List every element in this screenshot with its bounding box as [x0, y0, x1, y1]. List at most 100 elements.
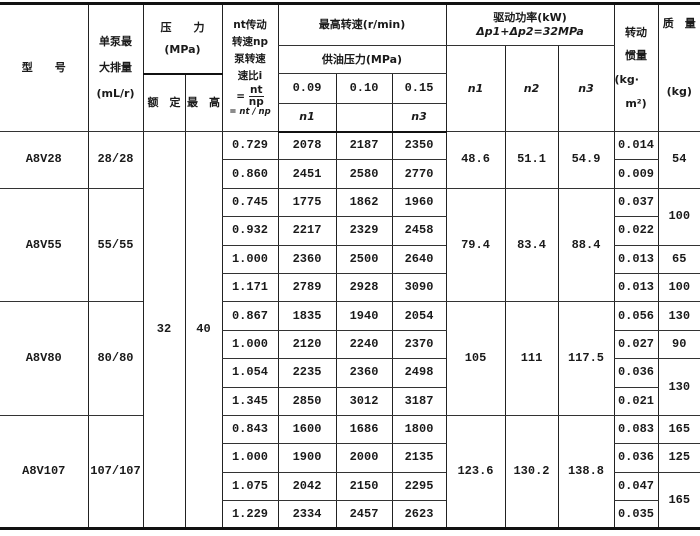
max-speed-0-10: 2500: [335, 245, 392, 274]
power-n3: 88.4: [557, 188, 614, 303]
power-n3: 54.9: [557, 131, 614, 189]
speed-ratio: 0.867: [221, 301, 278, 331]
moment-of-inertia: 0.013: [613, 273, 658, 303]
power-n1: 105: [445, 301, 505, 416]
speed-ratio: 1.345: [221, 387, 278, 416]
model-name: A8V80: [0, 301, 88, 416]
header-ratio-formula: = nt np: [223, 85, 278, 108]
model-name: A8V28: [0, 131, 88, 189]
power-n1: 123.6: [445, 415, 505, 530]
mass: 54: [657, 131, 700, 189]
table-row: 1.000 2360 2500 2640 0.013 65: [0, 245, 700, 274]
table-row: A8V55 55/55 0.745 1775 1862 1960 79.4 83.4 88.4 0…: [0, 188, 700, 303]
max-speed-0-15: 2054: [391, 301, 446, 331]
speed-ratio: 0.843: [221, 415, 278, 445]
max-speed-0-10: 1862: [335, 188, 392, 218]
speed-ratio: 1.000: [221, 443, 278, 473]
table-row: 1.229 2334 2457 2623 0.035: [0, 500, 700, 530]
speed-ratio: 1.054: [221, 358, 278, 388]
table-row: 1.171 2789 2928 3090 0.013 100: [0, 273, 700, 303]
header-power-n3: n3: [557, 45, 614, 132]
header-pressure-max: 最 高: [184, 73, 222, 132]
header-mass-unit: (kg): [666, 84, 692, 98]
moment-of-inertia: 0.027: [613, 330, 658, 360]
header-inertia-line4: m²): [625, 96, 647, 110]
header-ratio-line2: 转速np: [232, 35, 268, 48]
header-displacement-unit: (mL/r): [96, 86, 135, 100]
header-displacement-line1: 单泵最: [99, 35, 132, 49]
header-ratio-line1: nt传动: [233, 18, 267, 31]
moment-of-inertia: 0.037: [613, 188, 658, 218]
speed-ratio: 0.860: [221, 159, 278, 189]
max-pressure: 40: [184, 131, 222, 530]
speed-ratio: 1.229: [221, 500, 278, 530]
moment-of-inertia: 0.013: [613, 245, 658, 274]
max-speed-0-09: 2850: [277, 387, 336, 416]
max-speed-0-10: 1940: [335, 301, 392, 331]
table-header: 型 号 单泵最 大排量 (mL/r) 压 力 (MPa) nt传动 转速np 泵…: [0, 3, 700, 133]
mass: 165: [657, 472, 700, 530]
speed-ratio: 0.729: [221, 131, 278, 161]
header-mass-label: 质 量: [662, 17, 696, 30]
max-speed-0-09: 2789: [277, 273, 336, 303]
header-pressure-rated: 额 定: [142, 73, 185, 132]
header-pressure: 压 力 (MPa): [142, 3, 222, 75]
power-n2: 111: [504, 301, 558, 416]
max-speed-0-15: 2458: [391, 216, 446, 246]
header-model: 型 号: [0, 3, 88, 132]
max-speed-0-09: 1600: [277, 415, 336, 445]
mass: 125: [657, 443, 700, 473]
mass: 165: [657, 415, 700, 445]
moment-of-inertia: 0.021: [613, 387, 658, 416]
header-supply-pressure: 供油压力(MPa): [277, 45, 446, 74]
header-inertia: 转动 惯量 (kg· m²): [613, 3, 658, 132]
displacement: 107/107: [87, 415, 143, 530]
max-speed-0-09: 2217: [277, 216, 336, 246]
power-n1: 79.4: [445, 188, 505, 303]
speed-ratio: 1.171: [221, 273, 278, 303]
mass: 130: [657, 301, 700, 331]
max-speed-0-15: 1960: [391, 188, 446, 218]
moment-of-inertia: 0.014: [613, 131, 658, 161]
max-speed-0-09: 1775: [277, 188, 336, 218]
table-row: 0.932 2217 2329 2458 0.022: [0, 216, 700, 246]
mass: 65: [657, 245, 700, 274]
displacement: 28/28: [87, 131, 143, 189]
header-ratio: nt传动 转速np 泵转速 速比i = nt np = nt / np: [221, 3, 278, 132]
moment-of-inertia: 0.047: [613, 472, 658, 502]
power-n3: 117.5: [557, 301, 614, 416]
moment-of-inertia: 0.009: [613, 159, 658, 189]
max-speed-0-10: 3012: [335, 387, 392, 416]
moment-of-inertia: 0.035: [613, 500, 658, 530]
max-speed-0-09: 1835: [277, 301, 336, 331]
max-speed-0-10: 2329: [335, 216, 392, 246]
max-speed-0-15: 2295: [391, 472, 446, 502]
table-row: A8V28 28/28 32 40 0.729 2078 2187 2350 48.6 51.1 5…: [0, 131, 700, 530]
moment-of-inertia: 0.036: [613, 443, 658, 473]
header-power-n1: n1: [445, 45, 505, 132]
speed-ratio: 1.000: [221, 330, 278, 360]
max-speed-0-09: 2360: [277, 245, 336, 274]
table-row: 1.054 2235 2360 2498 0.036 130: [0, 358, 700, 416]
power-n2: 51.1: [504, 131, 558, 189]
moment-of-inertia: 0.083: [613, 415, 658, 445]
max-speed-0-10: 2000: [335, 443, 392, 473]
moment-of-inertia: 0.022: [613, 216, 658, 246]
max-speed-0-09: 2042: [277, 472, 336, 502]
formula-fraction: nt np: [248, 85, 264, 108]
displacement: 55/55: [87, 188, 143, 303]
mass: 90: [657, 330, 700, 360]
model-name: A8V55: [0, 188, 88, 303]
header-supply-0-09: 0.09: [277, 73, 336, 104]
header-power-n2: n2: [504, 45, 558, 132]
header-power: 驱动功率(kW) Δp1+Δp2=32MPa: [445, 3, 614, 46]
speed-ratio: 0.932: [221, 216, 278, 246]
max-speed-0-10: 2150: [335, 472, 392, 502]
max-speed-0-10: 2240: [335, 330, 392, 360]
table-row: A8V80 80/80 0.867 1835 1940 2054 105 111 117.5 0.…: [0, 301, 700, 416]
header-inertia-line2: 惯量: [625, 49, 647, 63]
header-ratio-line3: 泵转速: [234, 52, 266, 65]
max-speed-0-10: 2457: [335, 500, 392, 530]
